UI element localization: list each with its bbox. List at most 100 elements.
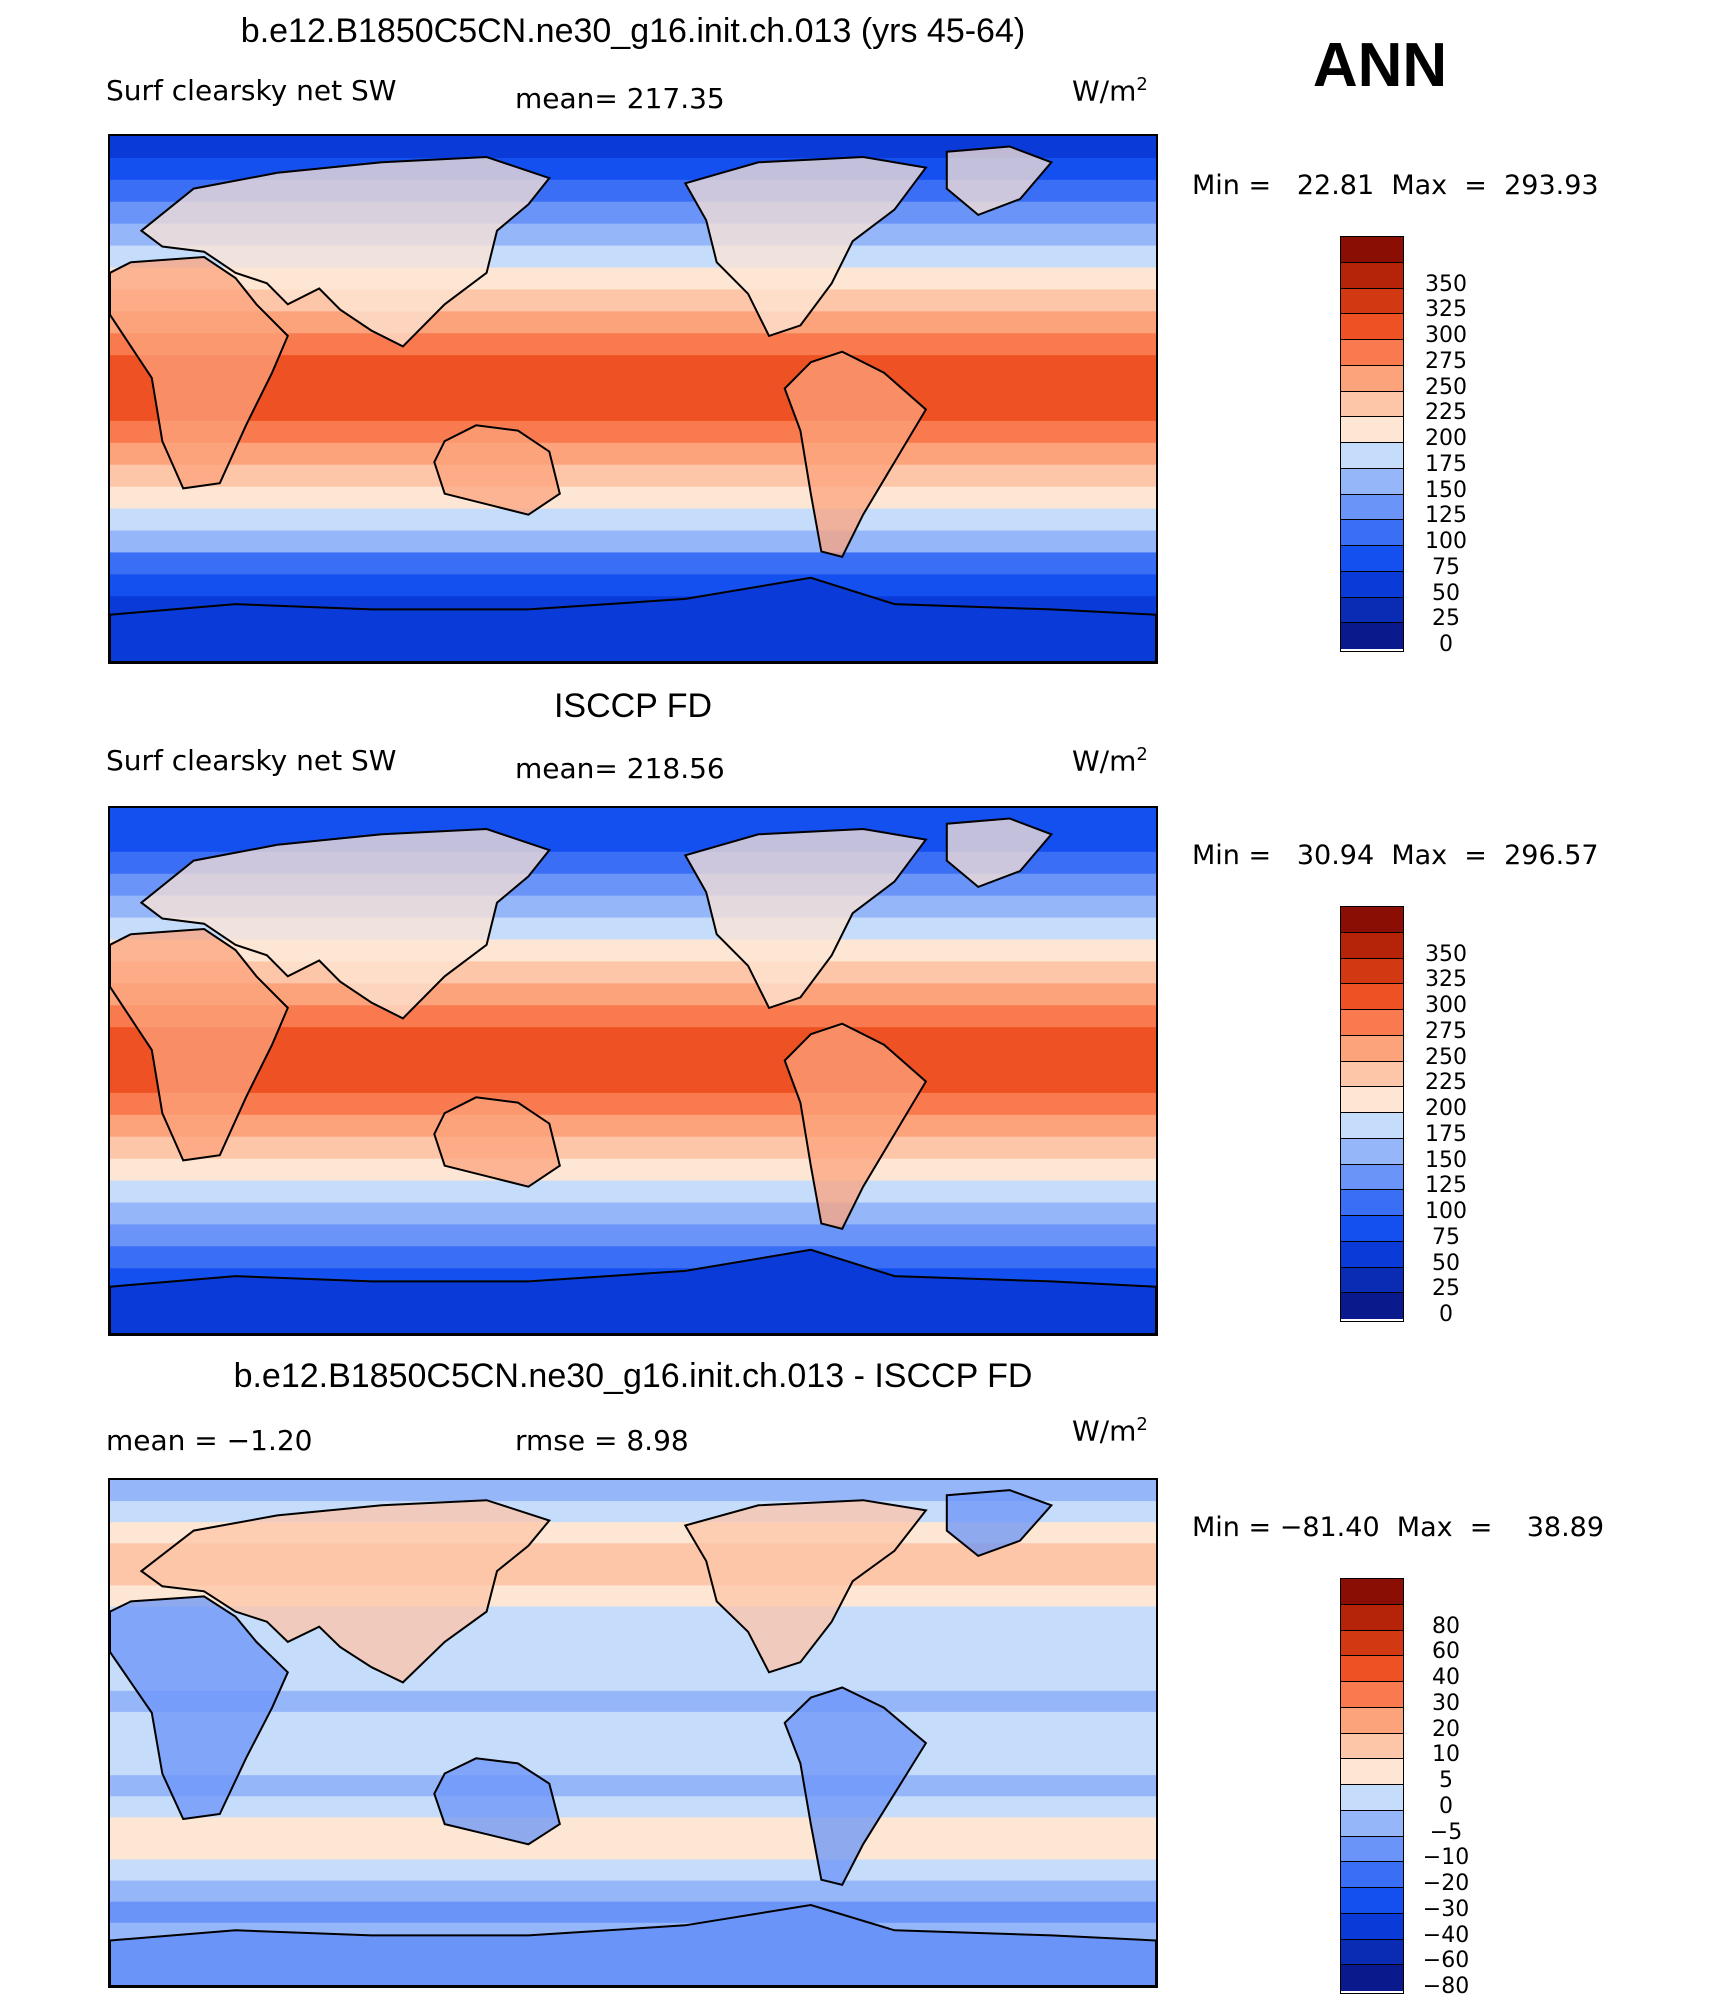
colorbar-swatch [1341,1810,1403,1837]
colorbar-swatch [1341,1267,1403,1294]
panel-3-colorbar-labels: −80 −60 −40 −30 −20 −10 −5 0 5 10 20 30 40 60 80 [1418,1578,1498,1998]
coastline [139,1499,552,1684]
colorbar-tick-label: 325 [1425,297,1467,323]
panel-1-minmax: Min = 22.81 Max = 293.93 [1192,170,1599,201]
colorbar-swatch [1341,1035,1403,1062]
coastline [683,155,928,338]
colorbar-tick-label: 150 [1425,477,1467,503]
panel-2-mean-label: mean= 218.56 [515,752,725,785]
latitude-band [110,1136,1156,1160]
colorbar-swatch [1341,1836,1403,1863]
map-field [110,1480,1156,1986]
colorbar-tick-label: 50 [1432,1250,1460,1276]
colorbar-tick-label: 225 [1425,1070,1467,1096]
panel-1-map [108,134,1158,664]
latitude-band [110,1817,1156,1840]
colorbar-tick-label: 275 [1425,348,1467,374]
colorbar-tick-label: −10 [1422,1845,1470,1871]
colorbar-tick-label: 100 [1425,1199,1467,1225]
colorbar-swatch [1341,417,1403,443]
panel-3-title: b.e12.B1850C5CN.ne30_g16.init.ch.013 - I… [233,1357,1033,1395]
colorbar-tick-label: 100 [1425,529,1467,555]
latitude-band [110,1754,1156,1777]
latitude-band [110,1690,1156,1713]
latitude-band [110,1202,1156,1226]
latitude-band [110,1669,1156,1692]
colorbar-swatch [1341,1113,1403,1139]
colorbar-swatch [1341,1939,1403,1966]
colorbar-swatch [1341,288,1403,315]
colorbar-swatch [1341,1190,1403,1216]
colorbar-tick-label: 40 [1432,1665,1460,1691]
colorbar-tick-label: 150 [1425,1147,1467,1173]
colorbar-tick-label: −20 [1422,1871,1470,1897]
colorbar-swatch [1341,1759,1403,1785]
colorbar-swatch [1341,907,1403,933]
colorbar-swatch [1341,262,1403,289]
latitude-band [110,1071,1156,1094]
colorbar-tick-label: 0 [1439,1302,1453,1328]
colorbar-tick-label: 300 [1425,993,1467,1019]
panel-3-map [108,1478,1158,1988]
latitude-band [110,574,1156,598]
colorbar-swatch [1341,1630,1403,1657]
colorbar-tick-label: 250 [1425,1044,1467,1070]
latitude-band [110,1246,1156,1270]
latitude-band [110,1796,1156,1819]
colorbar-swatch [1341,958,1403,985]
colorbar-tick-label: 325 [1425,967,1467,993]
coastline [110,255,289,490]
map-field [110,136,1156,662]
colorbar-tick-label: 200 [1425,1096,1467,1122]
latitude-band [110,136,1156,159]
colorbar-tick-label: 125 [1425,503,1467,529]
colorbar-tick-label: 20 [1432,1716,1460,1742]
coastline [945,817,1054,889]
colorbar-swatch [1341,1682,1403,1708]
latitude-band [110,420,1156,444]
colorbar-swatch [1341,1888,1403,1914]
colorbar-swatch [1341,932,1403,959]
coastline [683,1499,928,1674]
latitude-band [110,333,1156,357]
colorbar-swatch [1341,391,1403,418]
colorbar-tick-label: −80 [1422,1974,1470,1999]
colorbar-swatch [1341,1707,1403,1734]
panel-2-variable-label: Surf clearsky net SW [106,744,397,777]
colorbar-tick-label: 350 [1425,941,1467,967]
latitude-band [110,399,1156,422]
colorbar-tick-label: 300 [1425,323,1467,349]
panel-1-title: b.e12.B1850C5CN.ne30_g16.init.ch.013 (yr… [240,12,1026,50]
colorbar-swatch [1341,1862,1403,1888]
colorbar-swatch [1341,984,1403,1010]
colorbar-swatch [1341,1293,1403,1319]
colorbar-tick-label: 10 [1432,1742,1460,1768]
colorbar-swatch [1341,1010,1403,1036]
coastline [683,827,928,1010]
colorbar-tick-label: 275 [1425,1018,1467,1044]
colorbar-swatch [1341,1656,1403,1682]
colorbar-tick-label: −5 [1429,1819,1463,1845]
latitude-band [110,1859,1156,1882]
colorbar-tick-label: 25 [1432,606,1460,632]
map-field [110,808,1156,1334]
latitude-band [110,1005,1156,1029]
panel-2-colorbar [1340,906,1404,1322]
latitude-band [110,1114,1156,1138]
colorbar-swatch [1341,1241,1403,1268]
latitude-band [110,1880,1156,1903]
coastline [783,1686,928,1886]
colorbar-swatch [1341,1061,1403,1088]
coastline [139,827,551,1020]
season-label: ANN [1312,31,1448,100]
panel-3-colorbar [1340,1578,1404,1994]
colorbar-swatch [1341,546,1403,572]
colorbar-swatch [1341,571,1403,598]
panel-2-units: W/m2 [1072,744,1148,778]
latitude-band [110,1627,1156,1650]
latitude-band [110,1733,1156,1756]
latitude-band [110,508,1156,532]
panel-3-rmse-label: rmse = 8.98 [515,1424,689,1457]
colorbar-swatch [1341,237,1403,263]
panel-1-colorbar [1340,236,1404,652]
